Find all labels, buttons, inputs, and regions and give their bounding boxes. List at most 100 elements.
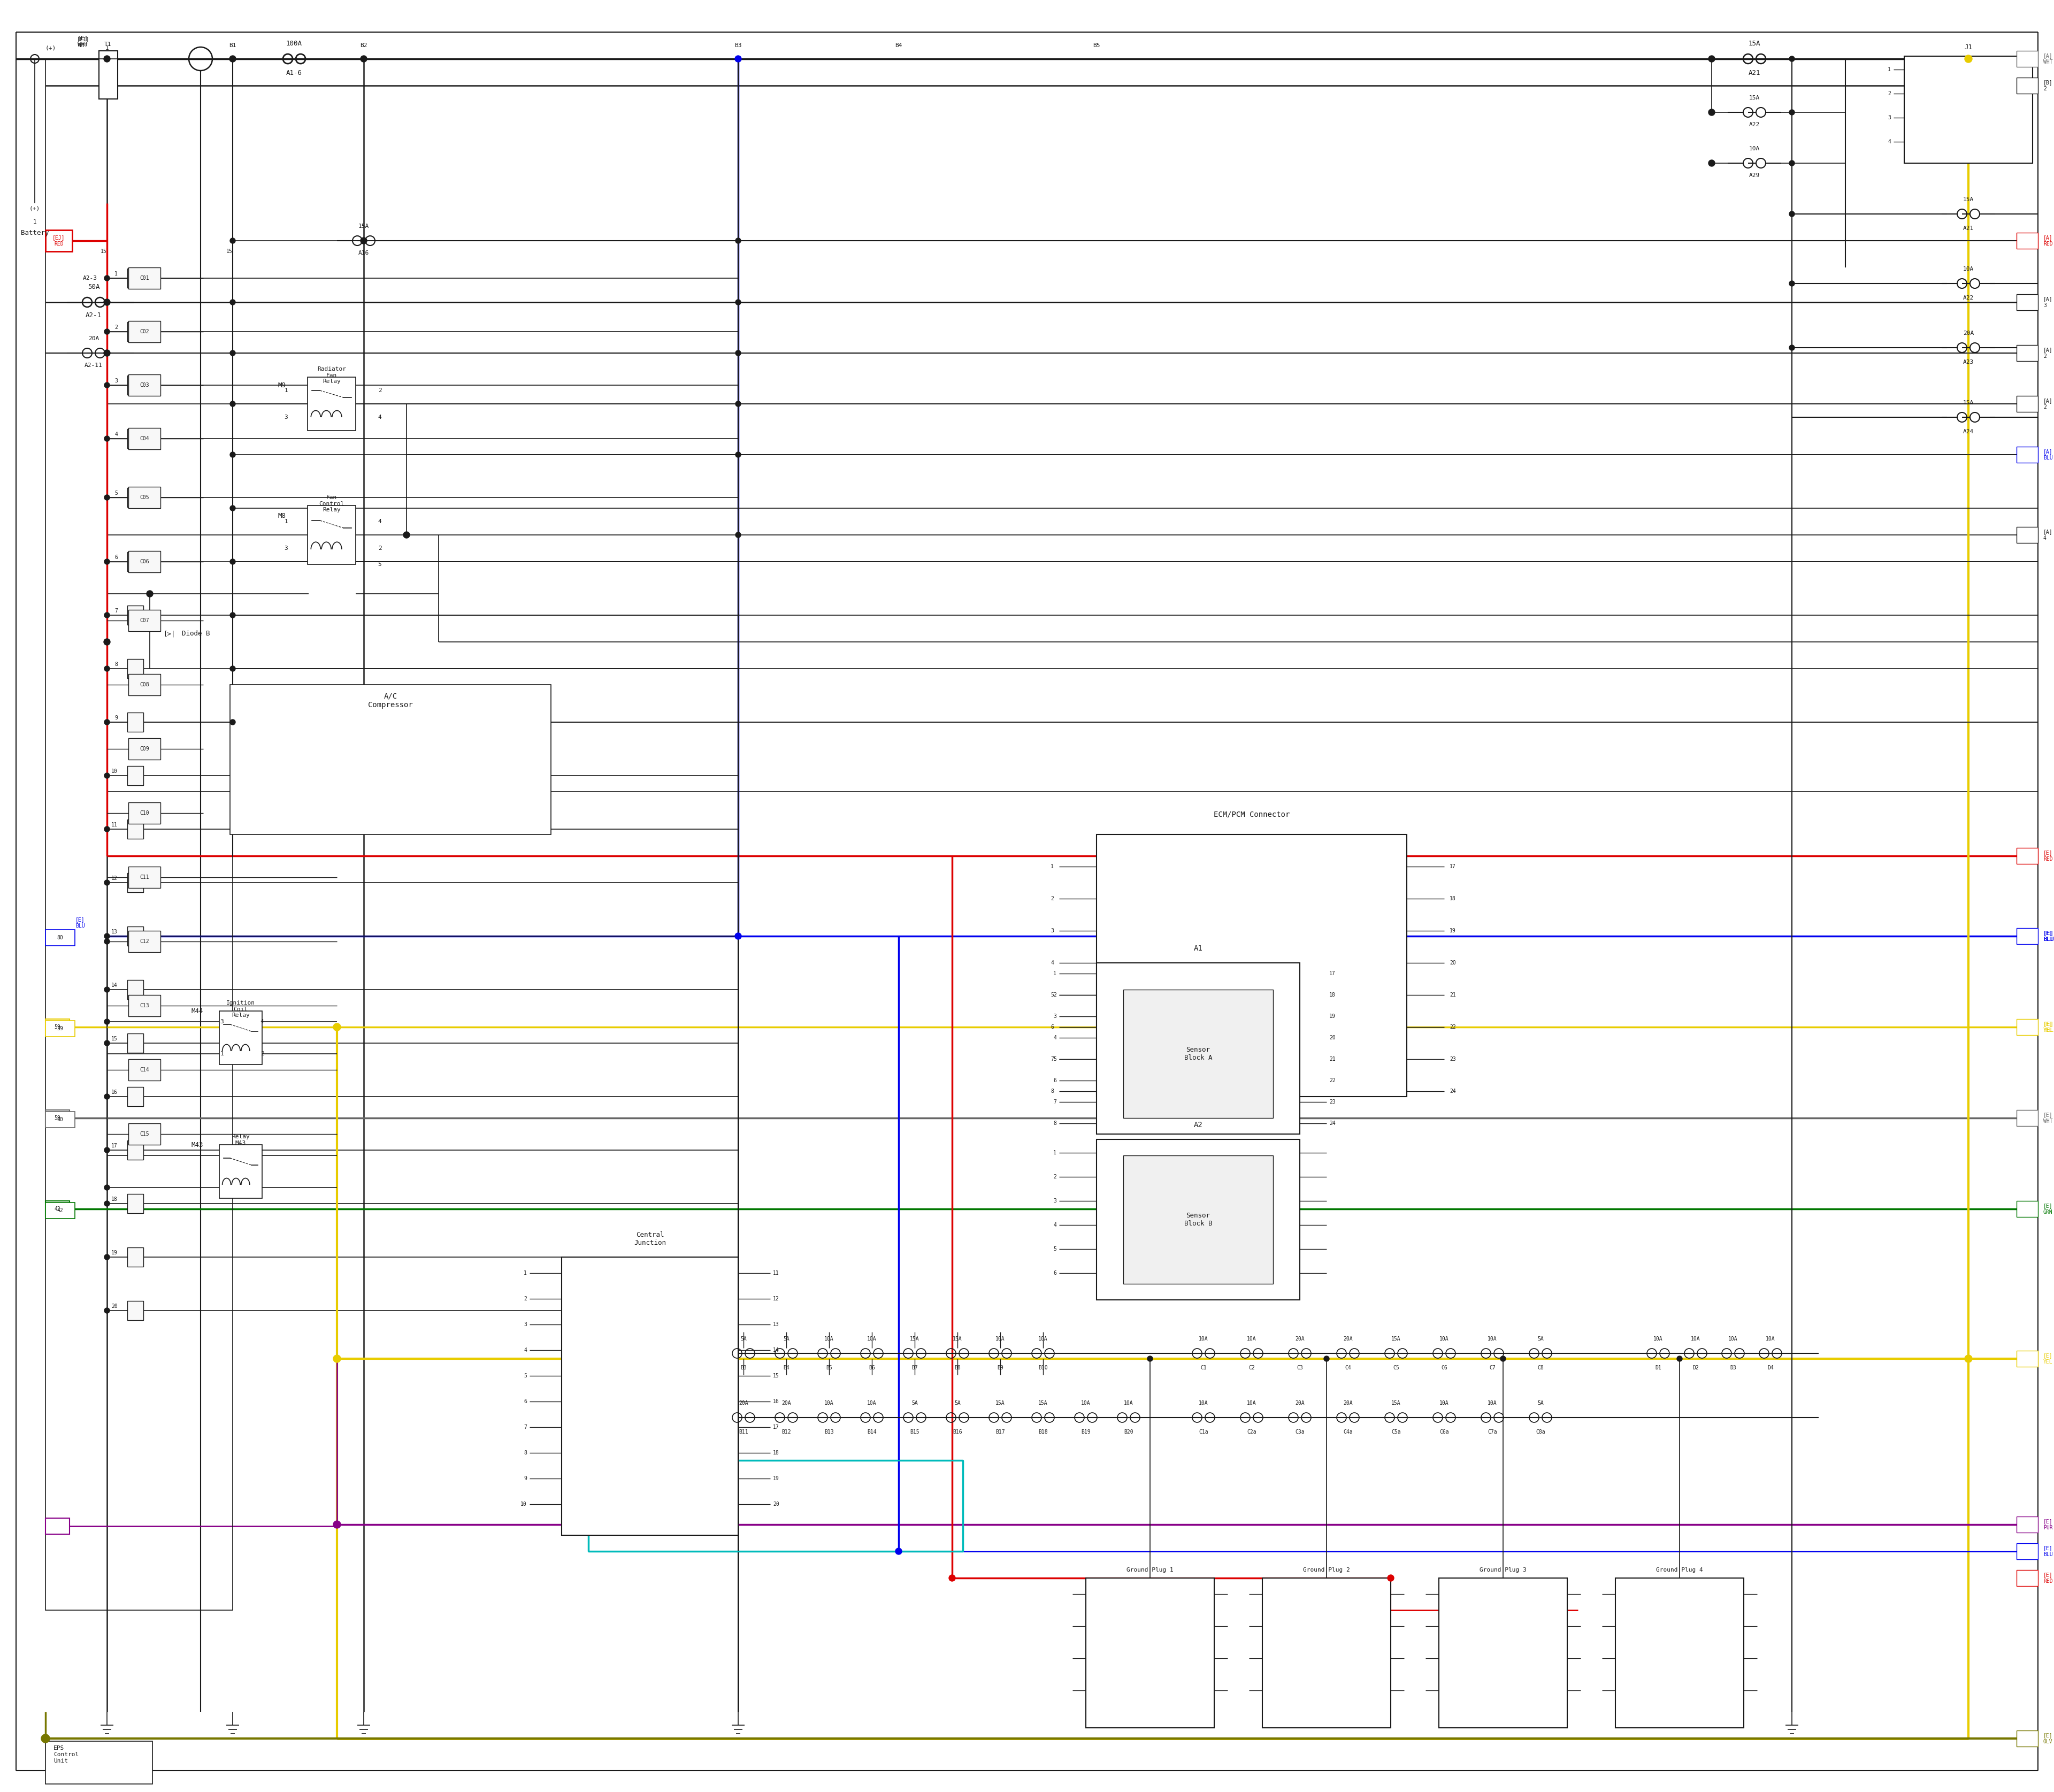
Text: 23: 23 [1329,1098,1335,1104]
Text: 6: 6 [524,1400,528,1405]
Text: 10A: 10A [867,1337,877,1342]
Text: 20A: 20A [1343,1400,1354,1405]
Text: C01: C01 [140,276,150,281]
Text: 15: 15 [772,1373,778,1378]
Text: C4: C4 [1345,1366,1352,1371]
Circle shape [735,401,741,407]
Bar [220,1011,263,1064]
Text: B11: B11 [739,1430,748,1435]
Text: 5A: 5A [739,1337,748,1342]
Bar [127,1140,144,1159]
Text: B7: B7 [912,1366,918,1371]
Text: C8: C8 [1536,1366,1545,1371]
Circle shape [105,638,111,645]
Bar [127,930,160,952]
Circle shape [230,452,236,457]
Circle shape [362,238,368,244]
Circle shape [735,238,741,244]
Text: 15A: 15A [996,1400,1004,1405]
Text: M43: M43 [191,1142,203,1149]
Bar [45,930,74,946]
Bar [127,1034,144,1052]
Bar [127,428,160,450]
Text: B17: B17 [996,1430,1004,1435]
Text: 10A: 10A [1200,1337,1208,1342]
Text: [E]
BLU: [E] BLU [2044,1545,2052,1557]
Circle shape [105,1185,109,1190]
Bar [127,1059,160,1081]
Text: 3: 3 [1054,1199,1056,1204]
Text: A1: A1 [1193,944,1204,952]
Text: (+): (+) [29,206,41,211]
Circle shape [735,452,741,457]
Text: 42: 42 [58,1208,64,1213]
Text: 59: 59 [53,1115,60,1120]
Text: A24: A24 [1964,428,1974,434]
Bar [1440,1579,1567,1727]
Text: 20A: 20A [1296,1400,1304,1405]
Bar [127,867,160,889]
Text: C3a: C3a [1296,1430,1304,1435]
Text: 10A: 10A [1750,145,1760,151]
Text: B6: B6 [869,1366,875,1371]
Text: T1: T1 [105,41,111,47]
Text: 10A: 10A [824,1400,834,1405]
Text: 5: 5 [115,491,117,496]
Circle shape [105,299,111,305]
Text: 1: 1 [1054,971,1056,977]
Text: [A]
2: [A] 2 [2044,398,2052,410]
Text: 19: 19 [1450,928,1456,934]
Text: Diode B: Diode B [183,631,210,638]
Text: Sensor
Block B: Sensor Block B [1183,1211,1212,1228]
Circle shape [105,349,111,357]
Text: Relay
M43: Relay M43 [232,1134,251,1145]
Text: 8: 8 [115,661,117,667]
Text: 1: 1 [283,520,288,525]
Text: 4: 4 [1888,140,1892,145]
Circle shape [735,532,741,538]
Circle shape [105,559,109,564]
Text: 1: 1 [524,1271,528,1276]
Text: Ignition
Coil
Relay: Ignition Coil Relay [226,1000,255,1018]
Text: 3: 3 [283,545,288,550]
Circle shape [230,56,236,61]
Bar [127,269,144,289]
Bar [127,995,160,1016]
Bar [127,803,160,824]
Bar [1614,1579,1744,1727]
Text: M8: M8 [277,513,286,520]
Text: 19: 19 [1329,1014,1335,1020]
Text: ECM/PCM Connector: ECM/PCM Connector [1214,812,1290,819]
Text: 18: 18 [1329,993,1335,998]
Text: 17: 17 [772,1425,778,1430]
Text: A/C
Compressor: A/C Compressor [368,694,413,710]
Text: 2: 2 [1888,91,1892,97]
Bar [127,487,160,509]
Text: Ground Plug 3: Ground Plug 3 [1479,1568,1526,1573]
Bar [2017,233,2038,249]
Circle shape [105,1041,109,1047]
Bar [127,1193,144,1213]
Bar [127,323,144,340]
Text: 7: 7 [524,1425,528,1430]
Text: 20: 20 [1450,961,1456,966]
Text: C2a: C2a [1247,1430,1257,1435]
Text: 59: 59 [53,1025,60,1030]
Text: J1: J1 [1964,43,1972,50]
Text: 4: 4 [378,520,382,525]
Text: A22: A22 [1750,122,1760,127]
Text: 4: 4 [261,1020,263,1025]
Bar [2017,1351,2038,1367]
Text: 5: 5 [1054,1247,1056,1253]
Text: 20A: 20A [88,335,99,340]
Text: A29: A29 [1750,172,1760,177]
Text: [E]
BLU: [E] BLU [76,918,84,928]
Circle shape [105,934,109,939]
Text: 20A: 20A [1296,1337,1304,1342]
Text: Ground Plug 2: Ground Plug 2 [1302,1568,1349,1573]
Text: 10A: 10A [1440,1400,1448,1405]
Text: [E]
PUR: [E] PUR [2044,1520,2052,1530]
Text: 18: 18 [111,1197,117,1202]
Text: B9: B9 [996,1366,1004,1371]
Circle shape [1148,1357,1152,1362]
